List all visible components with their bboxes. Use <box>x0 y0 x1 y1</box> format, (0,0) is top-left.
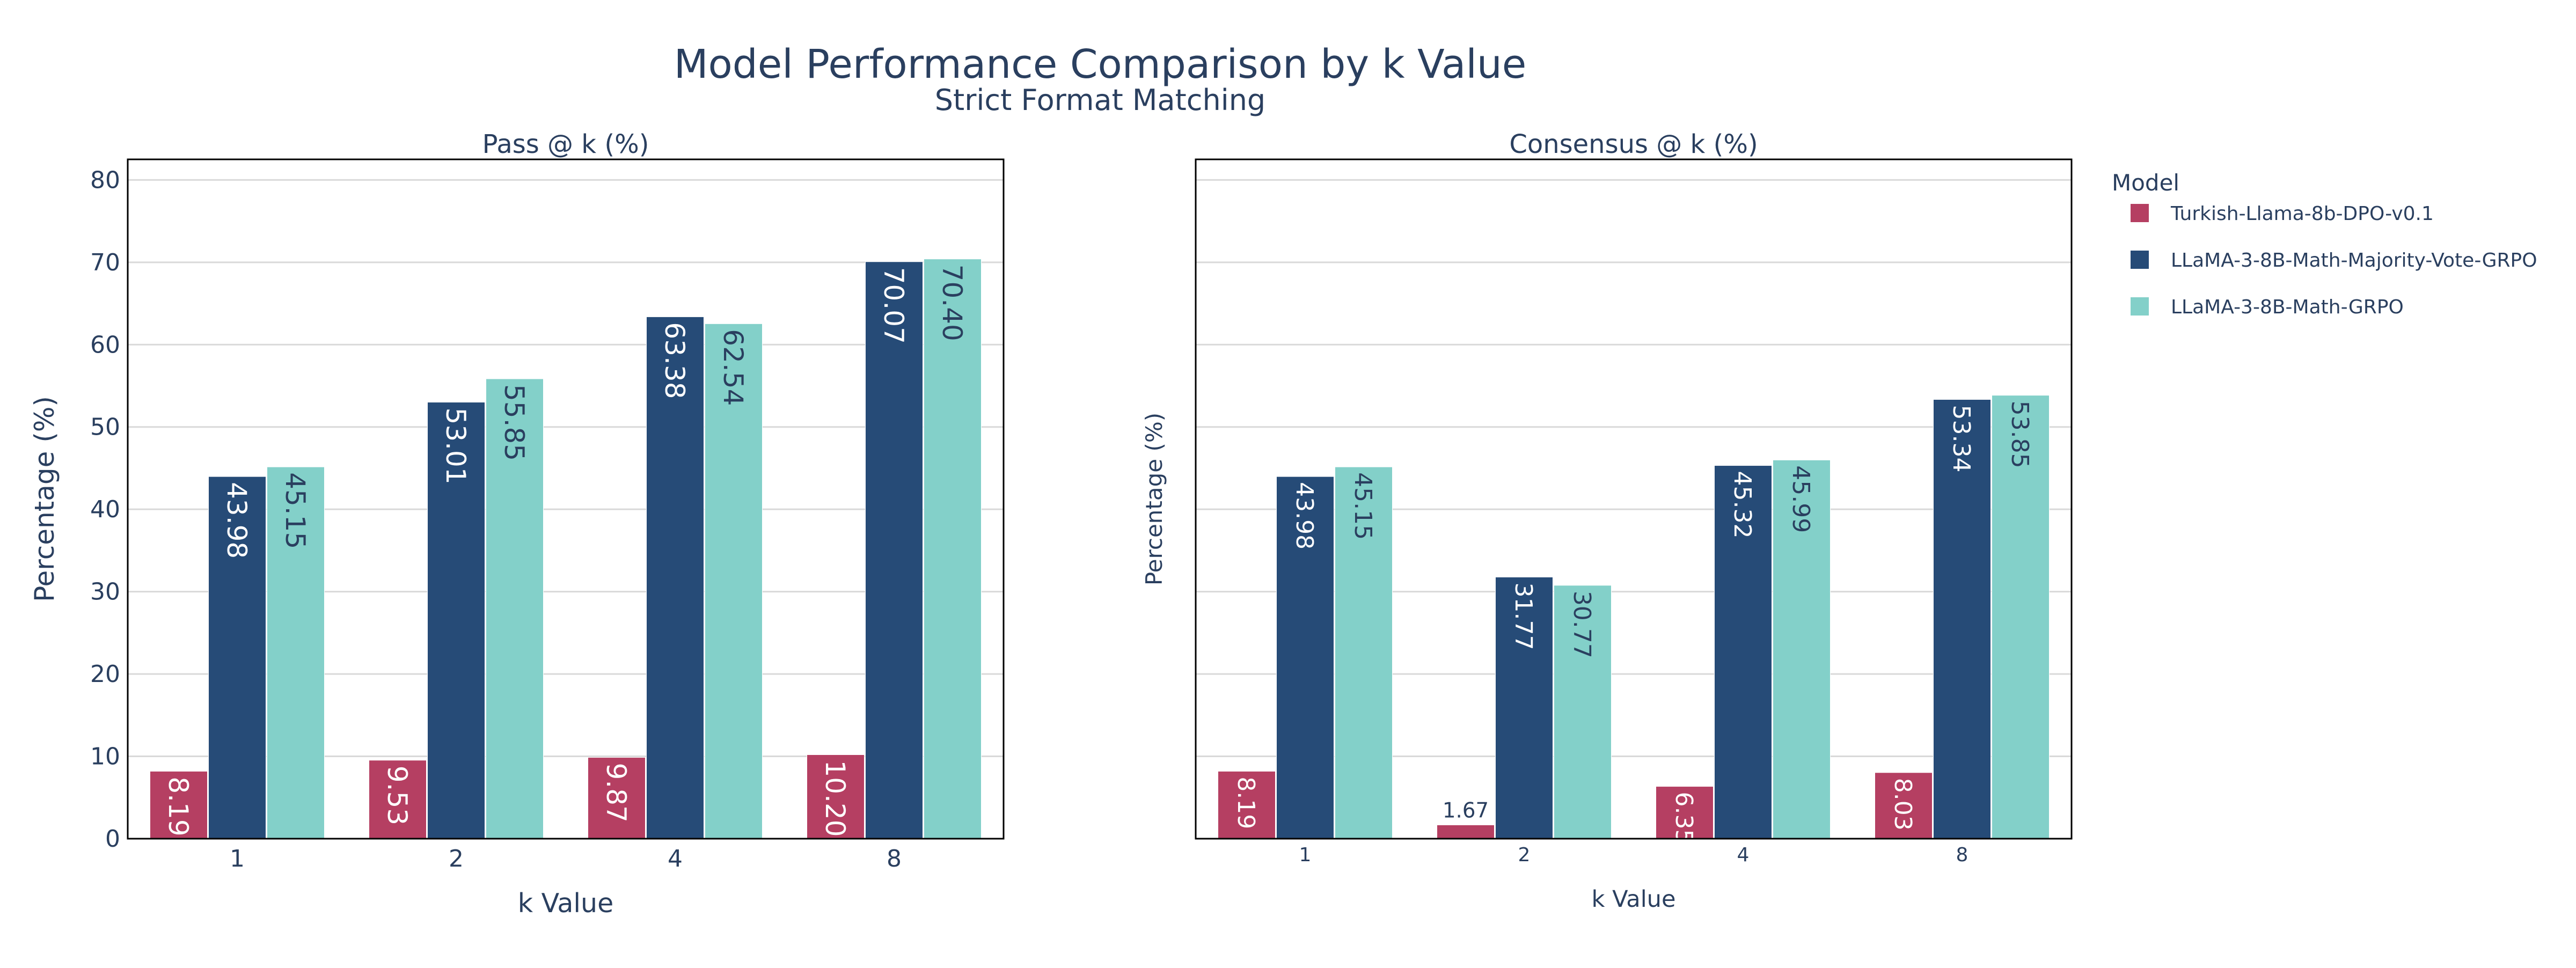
data-label: 55.85 <box>499 384 530 461</box>
data-label: 45.99 <box>1787 465 1814 533</box>
x-tick-label: 4 <box>668 845 683 872</box>
x-axis-label: k Value <box>1591 886 1675 913</box>
data-label: 6.35 <box>1670 792 1697 845</box>
bar[interactable] <box>1773 459 1831 839</box>
data-label: 45.32 <box>1729 471 1756 539</box>
data-label: 8.03 <box>1889 778 1916 831</box>
bar[interactable] <box>1335 466 1393 839</box>
data-label: 53.34 <box>1948 405 1975 472</box>
legend-label: LLaMA-3-8B-Math-GRPO <box>2171 296 2404 318</box>
data-label: 8.19 <box>1232 776 1260 829</box>
bar[interactable] <box>427 402 485 839</box>
bar[interactable] <box>865 261 923 839</box>
bar[interactable] <box>1276 476 1334 839</box>
bar[interactable] <box>1714 465 1772 839</box>
legend-item[interactable]: LLaMA-3-8B-Math-Majority-Vote-GRPO <box>2131 250 2537 272</box>
data-label: 63.38 <box>659 322 690 399</box>
chart-panel-1: 0 10 20 30 40 50 60 70 80 1 8.19 43.98 45.15 2 9.53 53.… <box>29 129 1005 919</box>
x-tick-label: 4 <box>1737 844 1750 866</box>
bar[interactable] <box>369 760 427 839</box>
bar[interactable] <box>1656 786 1714 839</box>
data-label: 53.01 <box>440 408 471 485</box>
bar[interactable] <box>646 316 704 839</box>
x-tick-label: 1 <box>1299 844 1312 866</box>
legend-swatch <box>2131 297 2149 316</box>
bar[interactable] <box>588 757 646 839</box>
data-label: 45.15 <box>1349 472 1377 540</box>
subplot-title: Consensus @ k (%) <box>1509 129 1758 159</box>
x-tick-label: 2 <box>449 845 464 872</box>
plot-frame <box>127 158 1005 840</box>
x-tick-label: 8 <box>1956 844 1968 866</box>
data-label: 62.54 <box>718 329 749 406</box>
data-label: 30.77 <box>1568 591 1596 658</box>
legend-item[interactable]: Turkish-Llama-8b-DPO-v0.1 <box>2131 203 2434 225</box>
bar[interactable] <box>1992 395 2050 839</box>
x-tick-label: 1 <box>230 845 245 872</box>
bar[interactable] <box>807 754 865 839</box>
legend-swatch <box>2131 251 2149 269</box>
plot-frame <box>1195 158 2073 840</box>
data-label: 70.07 <box>878 267 909 344</box>
data-label: 53.85 <box>2006 401 2033 468</box>
legend-label: Turkish-Llama-8b-DPO-v0.1 <box>2170 203 2434 225</box>
data-label: 43.98 <box>221 482 252 559</box>
subplot-title: Pass @ k (%) <box>482 129 649 159</box>
y-tick-label: 80 <box>90 166 120 194</box>
data-label: 70.40 <box>936 265 968 341</box>
chart-panels: 0 10 20 30 40 50 60 70 80 1 8.19 43.98 45.15 2 9.53 53.… <box>29 129 2073 919</box>
bar[interactable] <box>1495 576 1553 839</box>
bar[interactable] <box>1933 399 1991 839</box>
legend-title: Model <box>2112 170 2179 196</box>
y-tick-label: 40 <box>90 496 120 523</box>
bar[interactable] <box>1437 824 1495 839</box>
legend-swatch <box>2131 204 2149 222</box>
y-tick-label: 20 <box>90 661 120 688</box>
x-tick-label: 2 <box>1518 844 1531 866</box>
data-label: 43.98 <box>1291 482 1318 549</box>
y-axis-label: Percentage (%) <box>1141 413 1167 585</box>
x-axis-label: k Value <box>518 888 614 919</box>
y-tick-label: 50 <box>90 414 120 441</box>
data-label: 1.67 <box>1443 798 1489 823</box>
chart-title: Model Performance Comparison by k Value <box>674 41 1527 87</box>
y-tick-label: 10 <box>90 743 120 771</box>
legend[interactable]: Model Turkish-Llama-8b-DPO-v0.1 LLaMA-3-8… <box>2112 170 2537 318</box>
chart-panel-2: 1 8.19 43.98 45.15 2 1.67 31.77 30.77 4 6.35 45.32… <box>1141 129 2073 913</box>
data-label: 31.77 <box>1510 582 1537 650</box>
data-label: 8.19 <box>163 776 194 836</box>
legend-item[interactable]: LLaMA-3-8B-Math-GRPO <box>2131 296 2404 318</box>
bar[interactable] <box>208 476 266 839</box>
data-label: 45.15 <box>280 472 311 549</box>
bar[interactable] <box>924 259 982 839</box>
bar[interactable] <box>486 378 544 839</box>
bar[interactable] <box>267 466 325 839</box>
data-label: 9.53 <box>382 766 413 825</box>
data-label: 9.87 <box>601 763 632 823</box>
x-tick-label: 8 <box>887 845 902 872</box>
y-tick-label: 0 <box>105 825 120 853</box>
y-tick-label: 60 <box>90 331 120 358</box>
data-label: 10.20 <box>819 760 851 837</box>
bar[interactable] <box>1218 771 1276 839</box>
legend-label: LLaMA-3-8B-Math-Majority-Vote-GRPO <box>2171 250 2537 272</box>
y-tick-label: 70 <box>90 249 120 276</box>
y-axis-label: Percentage (%) <box>29 396 60 602</box>
bar[interactable] <box>1554 585 1612 839</box>
bar[interactable] <box>1875 772 1933 839</box>
bar[interactable] <box>150 771 208 839</box>
y-tick-label: 30 <box>90 578 120 606</box>
chart-subtitle: Strict Format Matching <box>935 83 1265 117</box>
